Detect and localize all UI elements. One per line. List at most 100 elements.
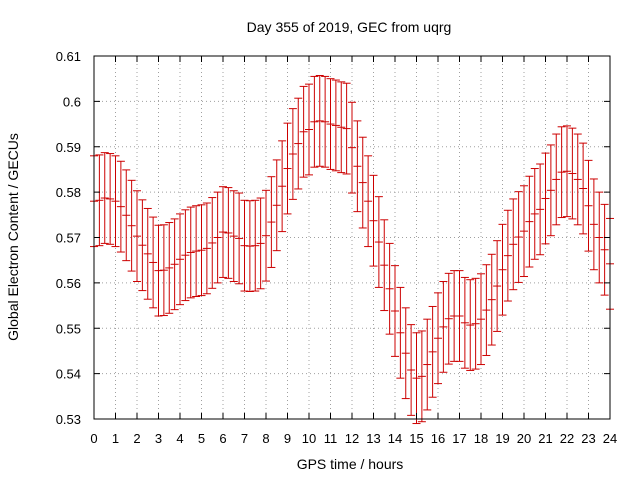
x-tick-labels: 0 1 2 3 4 5 6 7 8 9 10 11 12 13 14 15 16 17 18 19 20 21 22 23 24	[90, 431, 617, 446]
error-bar	[444, 272, 453, 365]
x-tick-label: 18	[474, 431, 488, 446]
error-bar	[95, 154, 104, 247]
error-bar	[460, 276, 469, 369]
error-bar	[471, 277, 480, 370]
error-bar	[391, 265, 399, 357]
error-bar	[219, 186, 227, 278]
error-bar	[310, 75, 319, 168]
error-bar	[487, 253, 496, 346]
error-bar	[208, 197, 217, 289]
error-bar	[380, 219, 389, 312]
error-bar	[278, 140, 287, 233]
x-tick-label: 11	[324, 431, 338, 446]
error-bar	[557, 126, 566, 219]
error-bar	[584, 159, 593, 252]
error-bar	[434, 292, 442, 385]
error-bar	[326, 78, 335, 170]
error-bars	[90, 75, 614, 425]
error-bar	[288, 108, 297, 200]
error-bar	[536, 163, 545, 256]
error-bar	[100, 152, 109, 244]
error-bar	[229, 190, 238, 283]
x-tick-label: 17	[452, 431, 466, 446]
error-bar	[138, 199, 147, 292]
error-bar	[579, 142, 588, 235]
error-bar	[186, 206, 195, 299]
error-bar	[493, 240, 502, 332]
error-bar	[428, 305, 437, 398]
error-bar	[213, 191, 222, 284]
x-tick-label: 2	[133, 431, 140, 446]
error-bar	[552, 133, 561, 226]
error-bar	[256, 197, 265, 290]
error-bar	[165, 222, 174, 314]
error-bar	[224, 187, 233, 279]
error-bar	[396, 286, 405, 379]
error-bar	[509, 198, 518, 291]
error-bar	[353, 120, 362, 213]
x-tick-label: 16	[431, 431, 445, 446]
error-bar	[116, 160, 125, 253]
x-tick-label: 20	[517, 431, 531, 446]
error-bar	[143, 207, 152, 300]
error-bar	[401, 307, 410, 400]
error-bar	[235, 192, 244, 285]
error-bar	[520, 185, 528, 278]
error-bar	[192, 205, 201, 297]
error-bar	[170, 218, 179, 311]
error-bar	[455, 270, 464, 362]
x-tick-label: 22	[560, 431, 574, 446]
error-bar	[595, 191, 604, 284]
error-bar	[272, 159, 281, 252]
error-bar	[176, 213, 184, 306]
error-bar	[530, 168, 539, 260]
error-bar	[348, 101, 356, 194]
error-bar	[106, 153, 115, 245]
y-tick-label: 0.6	[63, 94, 81, 109]
error-bar	[439, 281, 448, 373]
x-tick-label: 13	[366, 431, 380, 446]
error-bar	[197, 204, 206, 297]
error-bar	[251, 199, 260, 292]
error-bar	[503, 209, 512, 302]
error-bar	[477, 273, 485, 366]
error-bar	[568, 127, 577, 220]
error-bar	[385, 242, 394, 335]
error-bar	[262, 189, 270, 282]
x-tick-label: 23	[581, 431, 595, 446]
x-tick-label: 1	[112, 431, 119, 446]
error-bar	[600, 203, 609, 296]
error-bar	[294, 97, 303, 190]
error-bar	[541, 152, 550, 245]
error-bar	[589, 178, 598, 271]
y-axis-label: Global Electron Content / GECUs	[5, 133, 21, 341]
error-bar	[417, 330, 426, 423]
error-bar	[412, 332, 421, 425]
y-tick-label: 0.53	[56, 412, 81, 427]
error-bar	[202, 202, 211, 295]
error-bar	[122, 169, 131, 262]
x-tick-label: 15	[409, 431, 423, 446]
error-bar	[321, 75, 330, 168]
x-tick-label: 5	[198, 431, 205, 446]
error-bar	[374, 196, 383, 288]
error-bar	[127, 179, 136, 272]
chart-title: Day 355 of 2019, GEC from uqrg	[247, 19, 452, 35]
error-bar	[482, 264, 491, 356]
error-bar	[315, 75, 324, 167]
error-bar	[514, 191, 523, 283]
y-tick-label: 0.58	[56, 185, 81, 200]
error-bar	[369, 174, 378, 267]
x-axis-label: GPS time / hours	[297, 456, 404, 472]
x-tick-label: 14	[388, 431, 402, 446]
y-tick-label: 0.57	[56, 231, 81, 246]
error-bar	[159, 224, 168, 317]
error-bar	[111, 155, 120, 248]
error-bar	[573, 133, 582, 226]
error-bar	[305, 83, 313, 176]
x-tick-label: 19	[495, 431, 509, 446]
x-tick-label: 24	[603, 431, 617, 446]
error-bar	[149, 216, 158, 309]
error-bar	[337, 81, 346, 174]
